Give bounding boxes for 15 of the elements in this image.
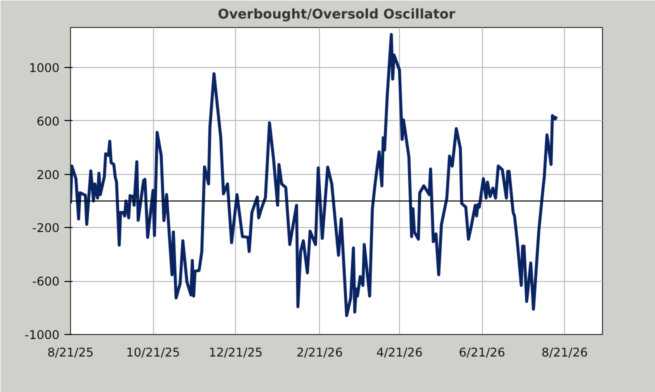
y-tick-label: 1000 xyxy=(28,61,60,76)
x-tick-label: 2/21/26 xyxy=(296,346,343,360)
x-tick-label: 8/21/25 xyxy=(47,346,94,360)
x-tick-label: 4/21/26 xyxy=(376,346,423,360)
y-tick-label: -200 xyxy=(32,221,60,236)
x-tick-label: 10/21/25 xyxy=(126,346,180,360)
x-tick-label: 6/21/26 xyxy=(458,346,506,360)
y-tick-label: -1000 xyxy=(24,328,60,342)
line-series xyxy=(70,32,558,318)
y-tick-label: 600 xyxy=(36,114,60,128)
x-tick-label: 8/21/26 xyxy=(541,346,588,360)
y-tick-label: 200 xyxy=(36,168,60,182)
x-tick-label: 12/21/25 xyxy=(208,346,263,360)
chart-title: Overbought/Oversold Oscillator xyxy=(218,8,456,22)
y-tick-label: -600 xyxy=(32,274,60,289)
